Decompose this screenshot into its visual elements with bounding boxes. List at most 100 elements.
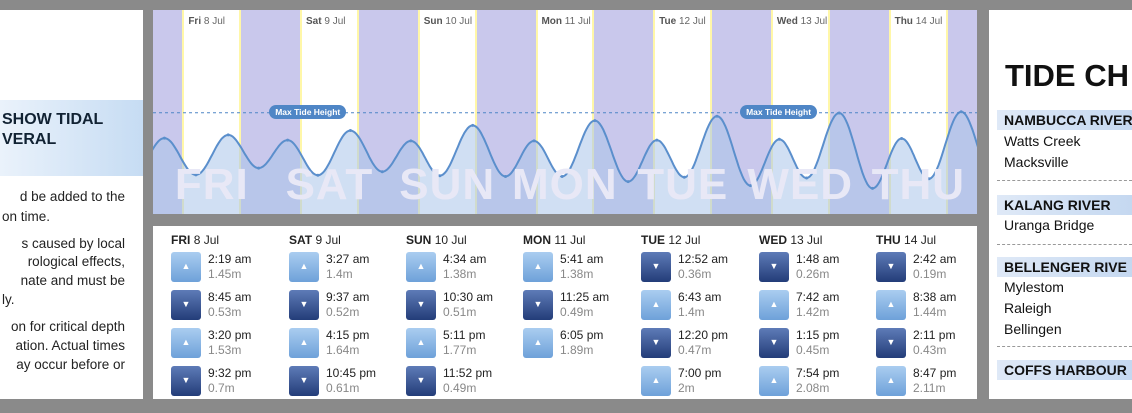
arrow-down-icon: ▼ <box>759 328 789 358</box>
arrow-down-icon: ▼ <box>171 290 201 320</box>
tide-height: 0.43m <box>913 343 947 357</box>
arrow-down-icon: ▼ <box>523 290 553 320</box>
tide-point <box>409 139 413 143</box>
location-link[interactable]: Mylestom <box>1004 279 1064 295</box>
tide-height: 0.47m <box>678 343 712 357</box>
arrow-up-icon: ▲ <box>289 328 319 358</box>
tide-row: ▲ 3:27 am 1.4m <box>289 252 399 284</box>
tide-time: 11:25 am <box>560 290 610 304</box>
tide-point <box>504 175 507 178</box>
tide-time: 6:05 pm <box>560 328 604 342</box>
location-link[interactable]: Uranga Bridge <box>1004 217 1095 233</box>
daylight-edge <box>417 10 420 214</box>
tide-height: 1.38m <box>443 267 477 281</box>
divider <box>997 244 1132 245</box>
day-abbr: MON <box>523 233 551 247</box>
day-watermark: THU <box>871 160 966 209</box>
tide-time: 2:11 pm <box>913 328 956 342</box>
tide-row: ▼ 10:45 pm 0.61m <box>289 366 399 398</box>
tide-point <box>286 138 290 142</box>
tide-point <box>438 174 442 178</box>
day-abbr: SUN <box>406 233 432 247</box>
info-text-line: ly. <box>2 292 15 307</box>
tide-point <box>194 173 198 177</box>
tide-time: 4:34 am <box>443 252 487 266</box>
river-heading[interactable]: BELLENGER RIVE <box>997 257 1132 277</box>
day-tide-column: SUN 10 Jul ▲ 4:34 am 1.38m ▼ 10:30 am 0.51m ▲ 5:… <box>406 232 516 399</box>
tide-row: ▲ 6:43 am 1.4m <box>641 290 751 322</box>
tide-row: ▲ 7:54 pm 2.08m <box>759 366 869 398</box>
tide-row: ▲ 3:20 pm 1.53m <box>171 328 281 360</box>
info-heading-line: VERAL <box>2 131 57 148</box>
day-heading: TUE 12 Jul <box>641 232 751 248</box>
tide-row: ▲ 2:19 am 1.45m <box>171 252 281 284</box>
location-link[interactable]: Watts Creek <box>1004 133 1081 149</box>
divider <box>997 180 1132 181</box>
day-abbr: TUE <box>641 233 665 247</box>
day-tide-column: THU 14 Jul ▼ 2:42 am 0.19m ▲ 8:38 am 1.44m ▼ 2:1… <box>876 232 977 399</box>
arrow-down-icon: ▼ <box>876 252 906 282</box>
arrow-up-icon: ▲ <box>876 366 906 396</box>
daylight-edge <box>239 10 242 214</box>
tide-height: 1.4m <box>326 267 353 281</box>
max-tide-height-label: Max Tide Height <box>740 104 818 119</box>
location-link[interactable]: Macksville <box>1004 154 1069 170</box>
daylight-edge <box>653 10 656 214</box>
day-heading: SAT 9 Jul <box>289 232 399 248</box>
tide-height: 0.19m <box>913 267 947 281</box>
day-watermark: TUE <box>637 160 729 209</box>
info-text-line: nate and must be <box>20 273 125 288</box>
river-heading[interactable]: COFFS HARBOUR <box>997 360 1132 380</box>
arrow-down-icon: ▼ <box>641 328 671 358</box>
day-watermark: MON <box>512 160 618 209</box>
arrow-down-icon: ▼ <box>641 252 671 282</box>
info-text-line: on for critical depth <box>10 319 125 334</box>
day-heading: FRI 8 Jul <box>171 232 281 248</box>
tide-point <box>532 139 536 143</box>
arrow-up-icon: ▲ <box>289 252 319 282</box>
arrow-down-icon: ▼ <box>876 328 906 358</box>
day-date: 11 Jul <box>554 233 586 247</box>
tide-point <box>348 129 352 132</box>
tide-row: ▼ 9:37 am 0.52m <box>289 290 399 322</box>
day-label: Sat 9 Jul <box>306 16 346 27</box>
day-watermark: SAT <box>285 160 374 209</box>
day-date: 14 Jul <box>904 233 937 247</box>
tide-row: ▲ 6:05 pm 1.89m <box>523 328 633 360</box>
info-text-line: s caused by local <box>21 236 125 251</box>
river-heading[interactable]: KALANG RIVER <box>997 195 1132 215</box>
location-link[interactable]: Raleigh <box>1004 300 1052 316</box>
location-link[interactable]: Bellingen <box>1004 321 1062 337</box>
info-text-line: ation. Actual times <box>15 338 125 353</box>
day-watermark: FRI <box>174 160 249 209</box>
tide-point <box>162 136 166 140</box>
tide-time: 7:54 pm <box>796 366 840 380</box>
daylight-edge <box>592 10 595 214</box>
tide-row: ▼ 9:32 pm 0.7m <box>171 366 281 398</box>
day-abbr: SAT <box>289 233 313 247</box>
tide-time: 8:45 am <box>208 290 252 304</box>
tide-time: 10:45 pm <box>326 366 377 380</box>
tide-times-table: FRI 8 Jul ▲ 2:19 am 1.45m ▼ 8:45 am 0.53m ▲ 3:20… <box>153 226 977 399</box>
tide-time: 8:47 pm <box>913 366 957 380</box>
daylight-edge <box>535 10 538 214</box>
arrow-up-icon: ▲ <box>759 290 789 320</box>
tide-time: 5:41 am <box>560 252 604 266</box>
tide-time: 2:19 am <box>208 252 252 266</box>
panel-title: TIDE CH <box>1005 58 1129 93</box>
tide-time: 7:42 am <box>796 290 840 304</box>
tide-row: ▼ 11:52 pm 0.49m <box>406 366 516 398</box>
divider <box>997 346 1132 347</box>
river-heading[interactable]: NAMBUCCA RIVER <box>997 110 1132 130</box>
daylight-edge <box>945 10 948 214</box>
info-text-line: ay occur before or <box>16 357 125 372</box>
daylight-edge <box>356 10 359 214</box>
info-text-line: d be added to the <box>19 189 125 204</box>
tide-curve-svg <box>153 110 977 214</box>
day-watermark: WED <box>747 160 854 209</box>
tide-height: 0.49m <box>443 381 477 395</box>
tide-row: ▲ 4:15 pm 1.64m <box>289 328 399 360</box>
tide-point <box>682 175 686 179</box>
tide-point <box>471 123 475 127</box>
info-heading: SHOW TIDAL VERAL <box>0 100 143 176</box>
